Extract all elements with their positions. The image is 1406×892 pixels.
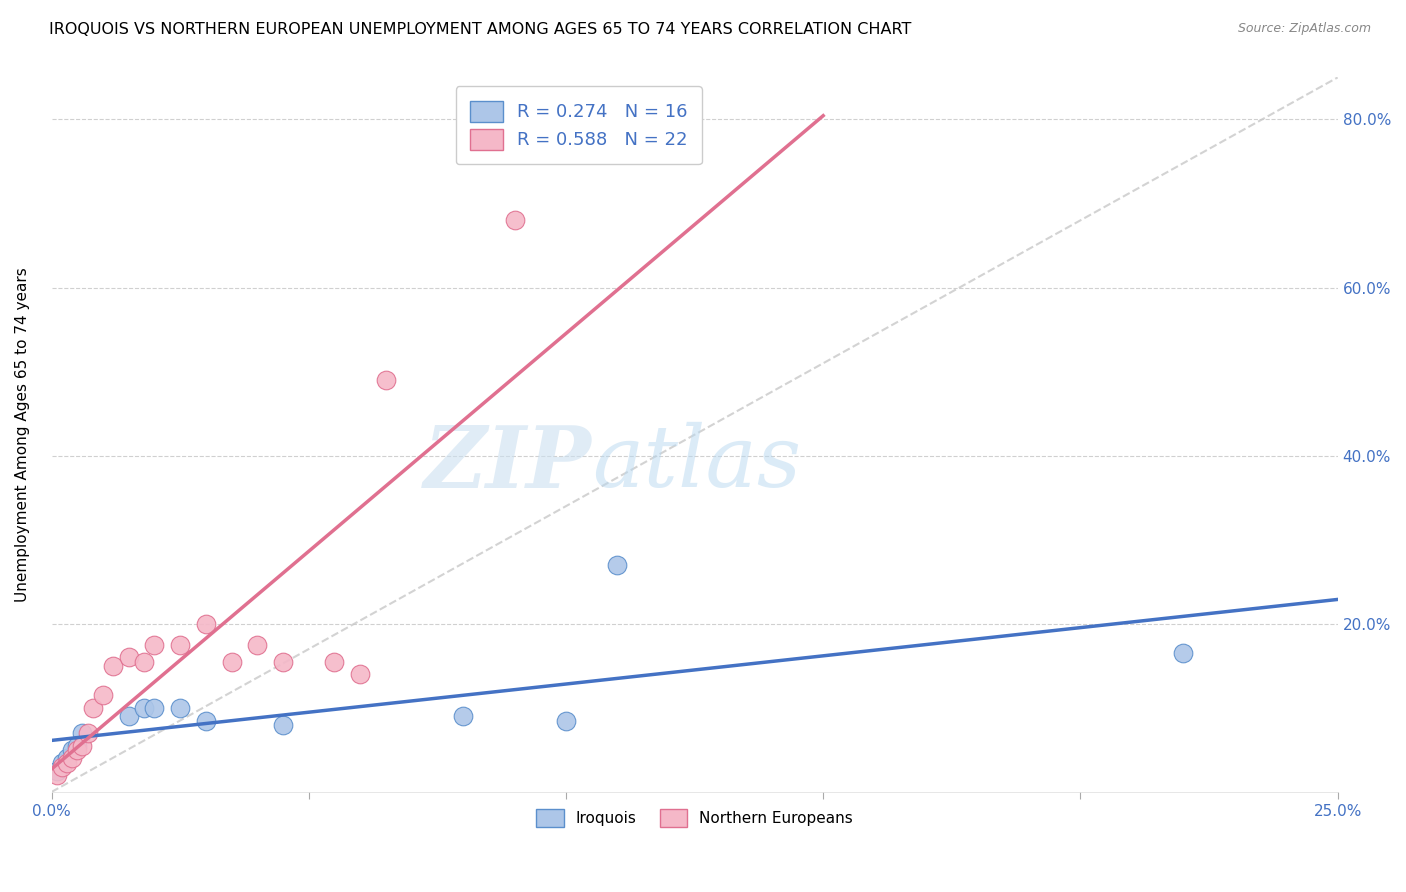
Point [143, 638, 166, 652]
Point [60, 751, 83, 765]
Text: Source: ZipAtlas.com: Source: ZipAtlas.com [1237, 22, 1371, 36]
Point [66, 739, 89, 753]
Text: ZIP: ZIP [423, 422, 592, 505]
Point [451, 709, 474, 723]
Point [118, 650, 141, 665]
Point [1173, 646, 1195, 660]
Point [91, 688, 114, 702]
Point [56, 756, 79, 770]
Point [72, 726, 94, 740]
Point [51, 760, 73, 774]
Point [555, 714, 578, 728]
Point [194, 714, 217, 728]
Point [66, 743, 89, 757]
Point [374, 373, 396, 387]
Point [349, 667, 371, 681]
Point [143, 701, 166, 715]
Point [60, 743, 83, 757]
Text: IROQUOIS VS NORTHERN EUROPEAN UNEMPLOYMENT AMONG AGES 65 TO 74 YEARS CORRELATION: IROQUOIS VS NORTHERN EUROPEAN UNEMPLOYME… [49, 22, 911, 37]
Legend: Iroquois, Northern Europeans: Iroquois, Northern Europeans [529, 801, 860, 834]
Point [118, 709, 141, 723]
Point [194, 616, 217, 631]
Point [45, 764, 67, 778]
Point [169, 701, 191, 715]
Point [503, 213, 526, 227]
Point [271, 717, 294, 731]
Point [76, 726, 98, 740]
Point [221, 655, 243, 669]
Point [56, 751, 79, 765]
Y-axis label: Unemployment Among Ages 65 to 74 years: Unemployment Among Ages 65 to 74 years [15, 268, 30, 602]
Point [169, 638, 191, 652]
Point [134, 701, 156, 715]
Point [51, 756, 73, 770]
Point [271, 655, 294, 669]
Point [323, 655, 346, 669]
Point [103, 658, 125, 673]
Point [606, 558, 628, 572]
Point [246, 638, 269, 652]
Point [82, 701, 104, 715]
Point [72, 739, 94, 753]
Point [45, 768, 67, 782]
Point [134, 655, 156, 669]
Text: atlas: atlas [592, 422, 801, 505]
